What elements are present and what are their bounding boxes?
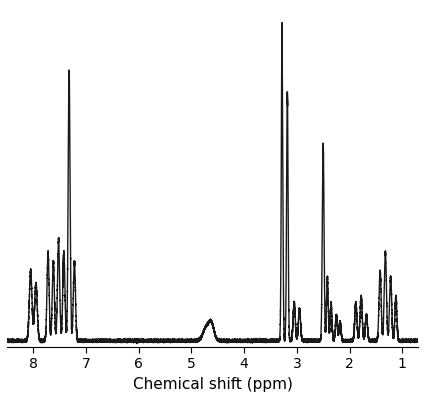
X-axis label: Chemical shift (ppm): Chemical shift (ppm) — [133, 377, 292, 392]
